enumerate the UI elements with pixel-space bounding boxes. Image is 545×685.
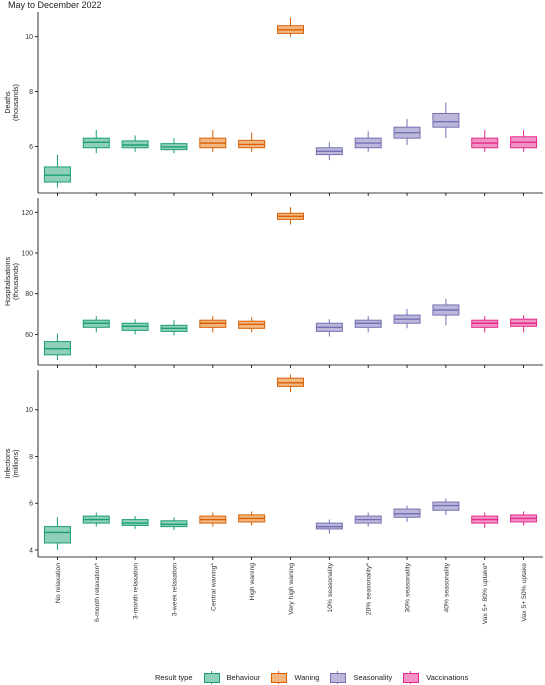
x-tick-label: Vax 5+ 80% uptake* (482, 563, 489, 625)
box-hospitalisations-7 (315, 319, 343, 337)
legend: Result type Behaviour Waning Seasonality… (155, 670, 476, 684)
legend-key-waning (268, 670, 290, 684)
box-deaths-12 (510, 129, 538, 152)
x-tick-label: 10% seasonality (327, 562, 334, 612)
box-deaths-6 (277, 17, 304, 37)
box-deaths-11 (471, 129, 499, 152)
box-infections-4 (199, 512, 227, 527)
y-tick-label: 4 (29, 547, 33, 554)
legend-item-vaccinations: Vaccinations (400, 670, 469, 684)
box-deaths-5 (238, 132, 266, 152)
y-tick-label: 10 (25, 407, 33, 414)
box-infections-2 (121, 516, 149, 529)
y-tick-label: 10 (25, 34, 33, 41)
y-tick-label: 8 (29, 89, 33, 96)
y-axis-label: Hospitalisations(thousands) (5, 256, 20, 306)
x-tick-label: Vax 5+ 50% uptake (521, 563, 528, 622)
y-axis-label-line: Deaths (5, 91, 12, 114)
x-tick-label: 20% seasonality* (366, 563, 373, 615)
box-hospitalisations-4 (199, 316, 227, 333)
box-hospitalisations-1 (82, 316, 110, 333)
y-axis-label-line: (thousands) (13, 84, 20, 121)
box-deaths-4 (199, 129, 227, 152)
legend-title: Result type (155, 672, 193, 682)
box-infections-11 (471, 512, 499, 528)
y-tick-label: 6 (29, 501, 33, 508)
page-title: May to December 2022 (8, 0, 102, 10)
y-tick-label: 60 (25, 332, 33, 339)
x-tick-label: Very high waning (288, 563, 295, 615)
box-infections-3 (160, 517, 188, 531)
box-hospitalisations-2 (121, 319, 149, 335)
y-axis-label-line: (millions) (13, 450, 20, 478)
box-infections-6 (277, 374, 304, 393)
y-tick-label: 100 (21, 250, 33, 257)
panel-deaths: 6 8 10 Deaths(thousands) (5, 12, 543, 196)
legend-key-seasonality (327, 670, 349, 684)
y-tick-label: 8 (29, 454, 33, 461)
legend-key-behaviour (201, 670, 223, 684)
legend-label-waning: Waning (294, 672, 320, 682)
y-axis-label: Infections(millions) (5, 448, 20, 478)
x-tick-label: Central waning* (210, 563, 217, 611)
box-hospitalisations-3 (160, 320, 188, 336)
box-infections-7 (315, 519, 343, 534)
x-tick-label: No relaxation (55, 563, 62, 603)
boxplot-chart: 6810Deaths(thousands)6080100120Hospitali… (5, 12, 543, 625)
panel-infections: 4 6 8 10 Infections(millions) (5, 370, 543, 560)
box-infections-8 (354, 512, 382, 527)
box-hospitalisations-12 (510, 315, 538, 333)
box-infections-0 (43, 517, 71, 550)
panel-hospitalisations: 60 80 100 120 Hospitalisations(thousands) (5, 198, 543, 368)
box-hospitalisations-10 (432, 298, 460, 326)
box-deaths-1 (82, 129, 110, 154)
x-tick-label: 6-month relaxation* (94, 563, 101, 622)
y-tick-label: 80 (25, 291, 33, 298)
box-infections-9 (393, 505, 421, 522)
box-hospitalisations-6 (277, 207, 304, 225)
y-axis-label-line: Infections (5, 448, 12, 478)
y-tick-label: 120 (21, 210, 33, 217)
box-infections-10 (432, 498, 460, 515)
x-tick-label: 3-month relaxation (133, 563, 140, 620)
box-hospitalisations-9 (393, 308, 421, 329)
box-infections-1 (82, 512, 110, 527)
box-hospitalisations-11 (471, 316, 499, 333)
y-axis-label-line: Hospitalisations (5, 256, 12, 306)
box-deaths-0 (43, 154, 71, 188)
box-hospitalisations-5 (238, 317, 266, 333)
box-infections-5 (238, 511, 266, 526)
y-tick-label: 6 (29, 144, 33, 151)
legend-label-behaviour: Behaviour (226, 672, 261, 682)
box-deaths-8 (354, 131, 382, 152)
legend-label-seasonality: Seasonality (353, 672, 393, 682)
legend-item-behaviour: Behaviour (201, 670, 261, 684)
x-tick-label: 40% seasonality (443, 562, 450, 612)
x-tick-label: 30% seasonality (405, 562, 412, 612)
box-deaths-9 (393, 118, 421, 146)
box-iqr (43, 526, 71, 544)
box-deaths-7 (315, 142, 343, 161)
box-infections-12 (510, 511, 538, 526)
legend-label-vaccinations: Vaccinations (426, 672, 469, 682)
legend-item-seasonality: Seasonality (327, 670, 393, 684)
x-tick-label: 3-week relaxation (171, 563, 178, 616)
box-hospitalisations-8 (354, 316, 382, 333)
box-hospitalisations-0 (43, 333, 71, 360)
box-deaths-10 (432, 102, 460, 139)
box-deaths-3 (160, 138, 188, 154)
x-tick-label: High waning (249, 563, 256, 601)
legend-item-waning: Waning (268, 670, 320, 684)
box-deaths-2 (121, 135, 149, 152)
box-iqr (432, 112, 460, 128)
y-axis-label-line: (thousands) (13, 263, 20, 300)
y-axis-label: Deaths(thousands) (5, 84, 20, 121)
legend-key-vaccinations (400, 670, 422, 684)
